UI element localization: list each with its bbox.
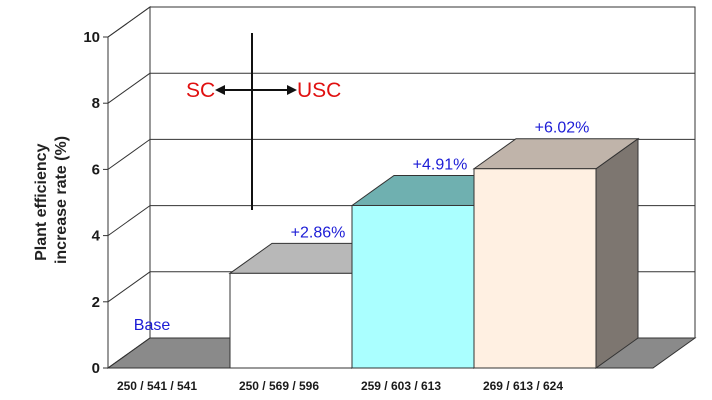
x-tick-0: 250 / 541 / 541 bbox=[117, 379, 197, 393]
y-axis-label: Plant efficiency increase rate (%) bbox=[33, 136, 70, 264]
gridline-side-0 bbox=[107, 337, 151, 369]
data-labels: Base +2.86% +4.91% +6.02% bbox=[134, 120, 590, 334]
gridline-side-2 bbox=[107, 205, 151, 237]
y-tick-2: 4 bbox=[92, 228, 101, 245]
arrow-left-head bbox=[215, 85, 225, 95]
data-label-0: Base bbox=[134, 317, 171, 334]
data-label-3: +6.02% bbox=[535, 120, 590, 137]
data-label-2: +4.91% bbox=[413, 156, 468, 173]
y-axis-label-line-1: Plant efficiency bbox=[33, 143, 50, 260]
gridline-side-3 bbox=[107, 138, 151, 170]
y-tick-0: 0 bbox=[92, 360, 100, 377]
y-tick-4: 8 bbox=[92, 95, 100, 112]
bar-3 bbox=[472, 137, 640, 369]
y-axis-label-line-2: increase rate (%) bbox=[53, 136, 70, 264]
y-tick-labels: 0 2 4 6 8 10 bbox=[83, 29, 100, 377]
y-tick-5: 10 bbox=[83, 29, 100, 46]
annotation-sc: SC bbox=[186, 79, 215, 102]
bar-front-3 bbox=[473, 168, 597, 369]
y-tick-3: 6 bbox=[92, 161, 100, 178]
arrow-right-head bbox=[287, 85, 297, 95]
x-tick-1: 250 / 569 / 596 bbox=[239, 379, 319, 393]
bar-front-2 bbox=[351, 204, 475, 369]
annotation-usc: USC bbox=[297, 79, 341, 102]
y-tick-1: 2 bbox=[92, 294, 100, 311]
gridline-side-1 bbox=[107, 271, 151, 303]
x-tick-labels: 250 / 541 / 541 250 / 569 / 596 259 / 603 … bbox=[117, 379, 563, 393]
gridline-side-5 bbox=[107, 6, 151, 38]
bar-front-1 bbox=[229, 272, 353, 369]
x-tick-3: 269 / 613 / 624 bbox=[483, 379, 563, 393]
data-label-1: +2.86% bbox=[291, 224, 346, 241]
bar-side-3 bbox=[595, 137, 639, 369]
sc-usc-annotation: SC USC bbox=[186, 33, 341, 210]
bars bbox=[228, 137, 640, 369]
side-wall bbox=[107, 6, 151, 369]
gridline-side-4 bbox=[107, 72, 151, 104]
x-tick-2: 259 / 603 / 613 bbox=[361, 379, 441, 393]
